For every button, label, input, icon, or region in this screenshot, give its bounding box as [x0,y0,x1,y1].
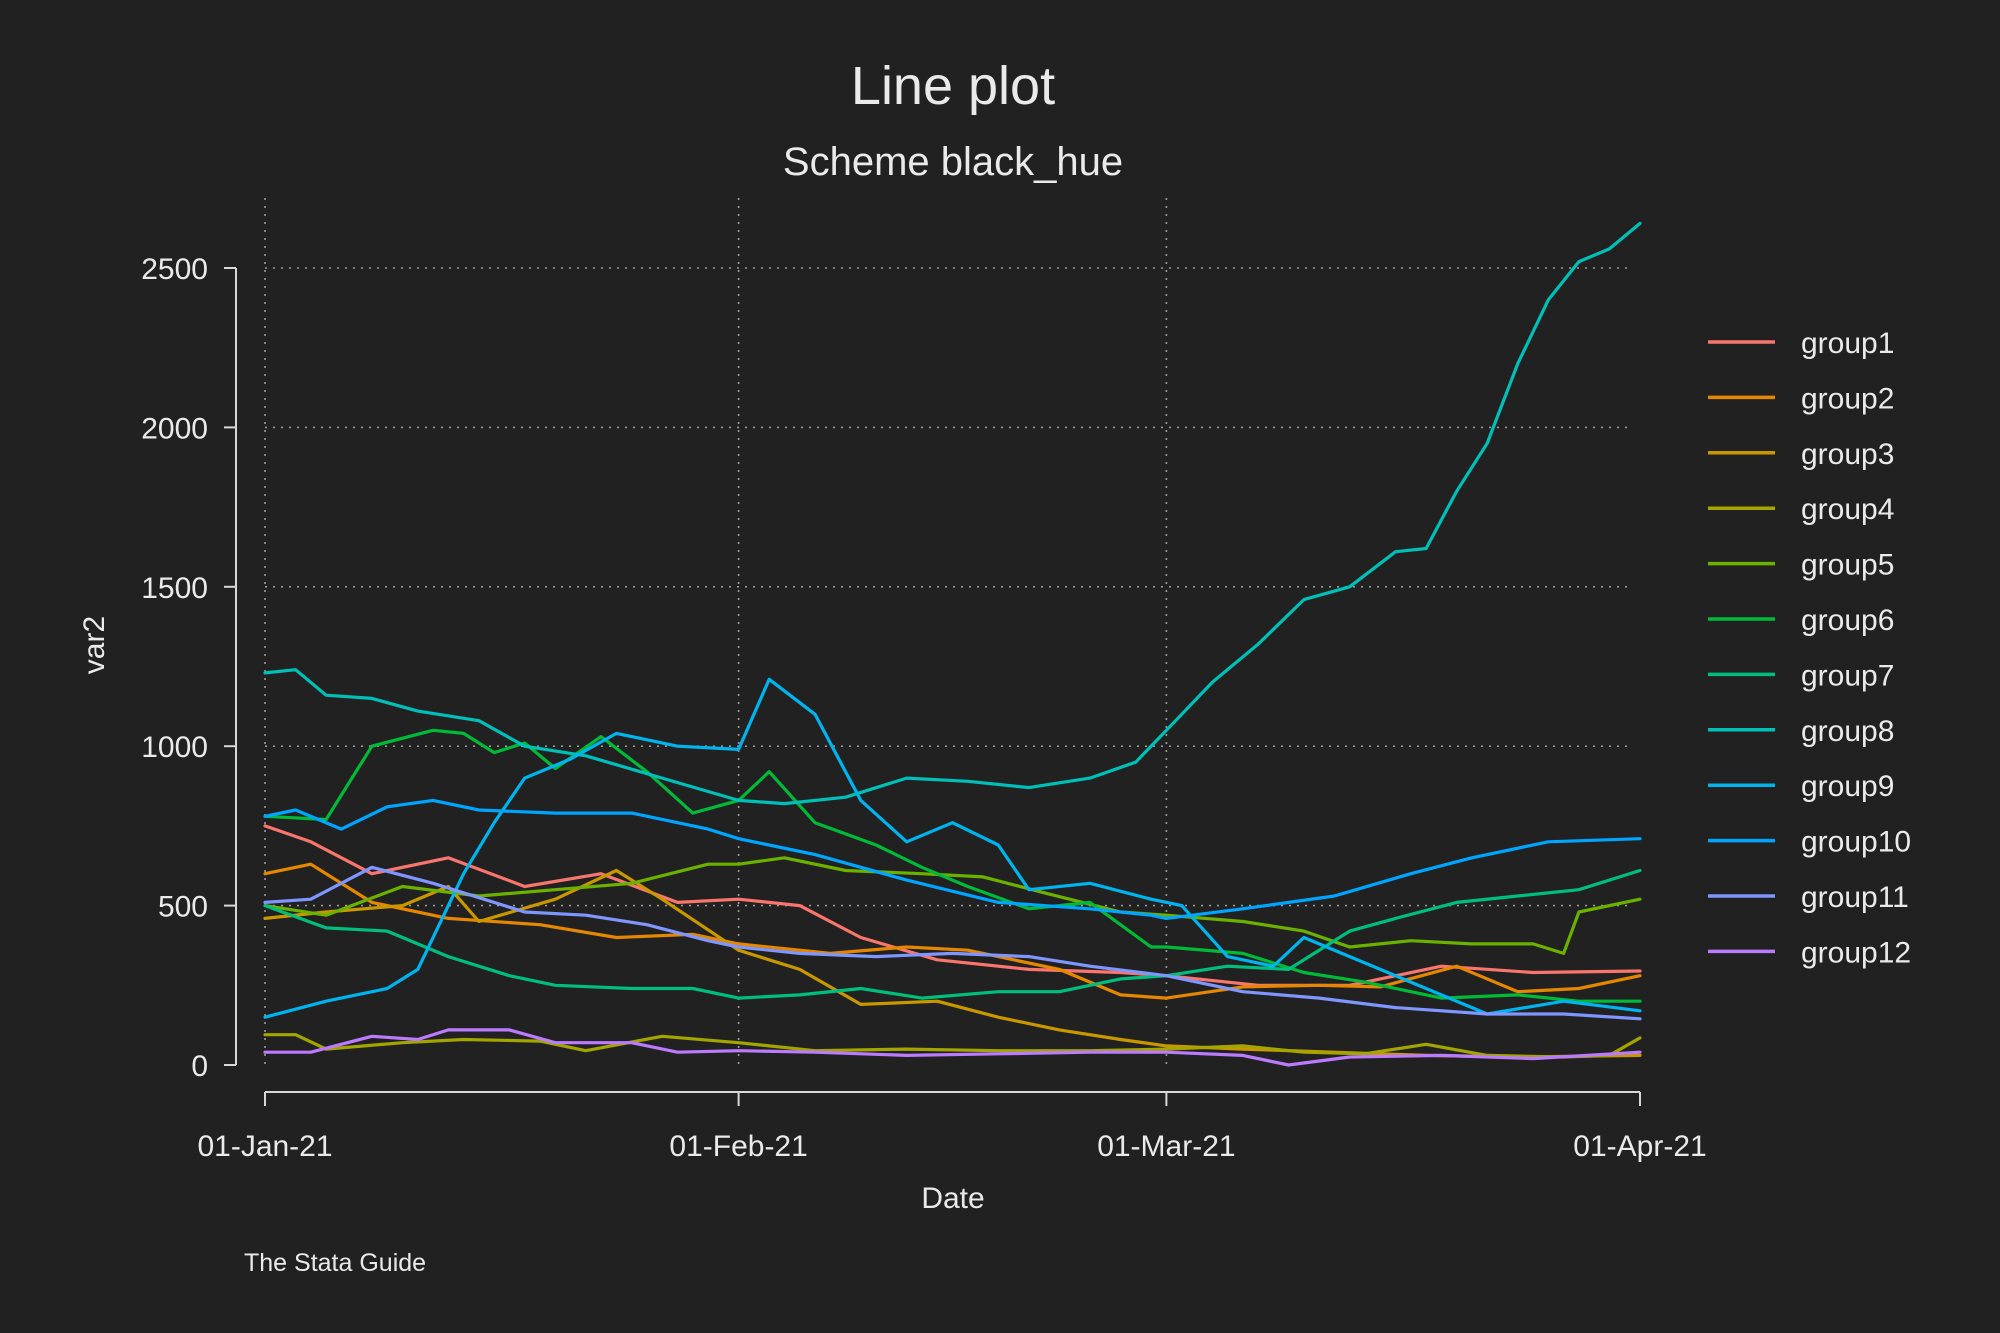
chart-title: Line plot [851,56,1055,116]
legend-label: group1 [1801,327,1894,360]
chart-note: The Stata Guide [244,1249,426,1277]
legend-label: group4 [1801,493,1894,526]
series-lines [263,221,1642,1067]
y-axis-label: var2 [78,616,111,674]
series-line-group2 [263,862,1642,1000]
legend-label: group6 [1801,604,1894,637]
axes: 0 500 1000 1500 2000 2500 01-Jan-21 01-Feb-21 01… [141,253,1706,1163]
x-axis-label: Date [921,1182,984,1215]
chart-subtitle: Scheme black_hue [783,140,1123,184]
legend-label: group2 [1801,382,1894,415]
y-tick-label: 1500 [141,572,208,605]
legend-label: group3 [1801,438,1894,471]
x-tick-label: 01-Apr-21 [1573,1130,1706,1163]
series-line-group12 [263,1028,1642,1067]
x-tick-label: 01-Feb-21 [669,1130,807,1163]
grid [264,198,1630,1065]
x-tick-label: 01-Mar-21 [1097,1130,1235,1163]
legend-label: group7 [1801,659,1894,692]
series-line-group6 [263,728,1642,1003]
series-line-group11 [263,865,1642,1021]
series-line-group10 [263,798,1642,920]
legend-label: group5 [1801,549,1894,582]
legend-label: group10 [1801,826,1911,859]
legend-label: group11 [1801,881,1909,914]
series-line-group9 [263,677,1642,1019]
y-tick-label: 500 [158,891,208,924]
series-line-group7 [263,868,1642,1000]
y-tick-label: 1000 [141,731,208,764]
y-tick-label: 2000 [141,412,208,445]
legend: group1 group2 group3 group4 group5 group6 grou… [1708,327,1911,969]
series-line-group4 [263,1033,1642,1059]
x-tick-label: 01-Jan-21 [197,1130,332,1163]
legend-label: group8 [1801,715,1894,748]
series-line-group8 [263,221,1642,806]
y-tick-label: 0 [191,1050,208,1083]
legend-label: group9 [1801,770,1894,803]
y-tick-label: 2500 [141,253,208,286]
series-line-group5 [263,856,1642,955]
legend-label: group12 [1801,936,1911,969]
